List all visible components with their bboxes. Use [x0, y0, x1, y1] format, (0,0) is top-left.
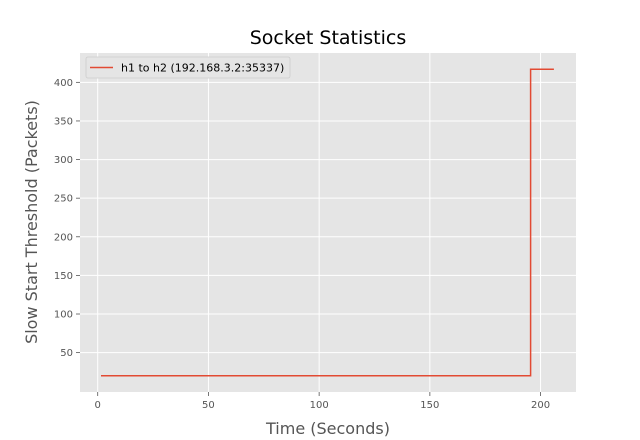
series-line: [101, 68, 554, 377]
y-tick-label: 300: [54, 155, 73, 166]
y-tick-label: 100: [54, 310, 73, 321]
y-axis: 50 100 150 200 250 300 350 400: [54, 78, 80, 359]
x-tick-label: 100: [310, 400, 329, 411]
plot-area: [80, 53, 576, 392]
legend-box: [85, 56, 291, 79]
series-layer: [101, 68, 554, 377]
x-tick-label: 0: [95, 400, 101, 411]
y-tick-label: 50: [60, 348, 73, 359]
x-axis-label: Time (Seconds): [265, 419, 390, 438]
x-tick-label: 150: [420, 400, 439, 411]
y-tick-label: 350: [54, 116, 73, 127]
legend: h1 to h2 (192.168.3.2:35337): [85, 56, 291, 79]
x-tick-label: 50: [202, 400, 215, 411]
chart-title: Socket Statistics: [250, 27, 407, 49]
x-tick-label: 200: [531, 400, 550, 411]
legend-label: h1 to h2 (192.168.3.2:35337): [121, 62, 284, 75]
y-tick-label: 250: [54, 194, 73, 205]
y-axis-label: Slow Start Threshold (Packets): [22, 100, 41, 344]
y-tick-label: 400: [54, 78, 73, 89]
grid: [80, 53, 576, 392]
y-tick-label: 200: [54, 232, 73, 243]
x-axis: 0 50 100 150 200: [95, 392, 550, 411]
y-tick-label: 150: [54, 271, 73, 282]
